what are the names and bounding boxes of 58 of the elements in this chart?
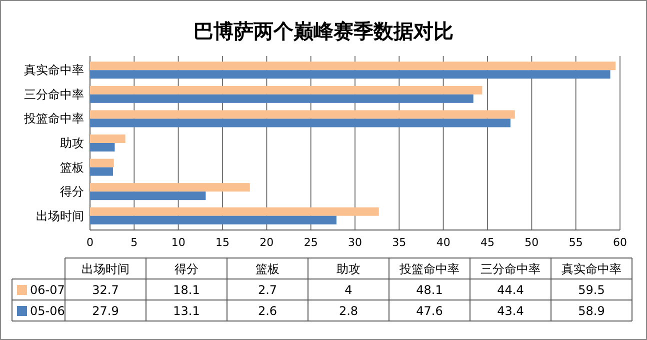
bar	[90, 62, 616, 70]
y-tick-label: 三分命中率	[24, 87, 84, 102]
legend-label: 06-07	[30, 283, 65, 297]
bar	[90, 86, 482, 94]
x-tick-label: 15	[216, 236, 230, 249]
x-tick-label: 5	[130, 236, 138, 249]
x-tick-label: 10	[171, 236, 186, 249]
x-tick-label: 60	[613, 236, 627, 249]
bar	[90, 110, 515, 119]
bar	[90, 158, 114, 168]
bar	[90, 183, 250, 192]
data-label: 4	[344, 283, 352, 297]
bar	[90, 94, 474, 103]
data-label: 13.1	[173, 304, 200, 318]
y-tick-label: 助攻	[60, 136, 84, 150]
bar	[90, 192, 206, 200]
data-label: 27.9	[92, 304, 119, 318]
category-label: 篮板	[256, 262, 280, 276]
category-label: 投篮命中率	[398, 262, 460, 276]
y-tick-label: 投篮命中率	[23, 112, 84, 126]
bar	[90, 207, 379, 216]
y-tick-label: 篮板	[60, 160, 84, 174]
x-tick-label: 40	[436, 236, 450, 249]
bar	[90, 118, 510, 128]
x-tick-label: 55	[568, 236, 583, 249]
x-tick-label: 45	[480, 236, 494, 249]
category-label: 出场时间	[82, 262, 130, 276]
data-label: 59.5	[578, 283, 605, 297]
x-tick-label: 20	[260, 236, 274, 249]
chart-title: 巴博萨两个巅峰赛季数据对比	[194, 19, 454, 43]
category-label: 三分命中率	[480, 262, 540, 276]
category-label: 真实命中率	[562, 262, 622, 276]
y-tick-label: 得分	[60, 184, 84, 199]
data-label: 47.6	[416, 304, 443, 318]
data-label: 2.7	[258, 283, 278, 297]
bar	[90, 216, 336, 224]
x-tick-label: 30	[348, 236, 362, 249]
data-label: 32.7	[92, 283, 119, 297]
data-label: 58.9	[578, 304, 605, 318]
category-label: 助攻	[336, 262, 360, 276]
y-tick-label: 出场时间	[36, 208, 84, 223]
bar	[90, 167, 113, 176]
data-label: 18.1	[173, 283, 200, 297]
x-tick-label: 35	[392, 236, 406, 249]
y-tick-label: 真实命中率	[24, 63, 84, 78]
data-label: 44.4	[497, 283, 524, 297]
data-label: 43.4	[497, 304, 524, 318]
x-tick-label: 0	[86, 236, 94, 249]
data-label: 2.6	[258, 304, 278, 318]
category-label: 得分	[174, 262, 198, 276]
x-tick-label: 25	[304, 236, 318, 249]
legend-label: 05-06	[30, 304, 65, 318]
x-tick-label: 50	[524, 236, 539, 249]
data-label: 2.8	[338, 304, 358, 318]
bar	[90, 70, 610, 79]
bar	[90, 143, 115, 152]
data-label: 48.1	[416, 283, 443, 297]
bar	[90, 134, 126, 143]
